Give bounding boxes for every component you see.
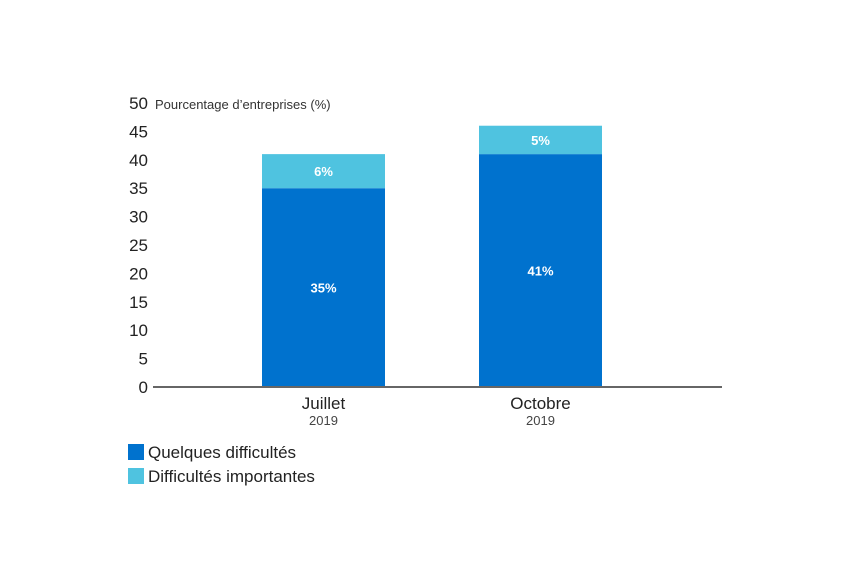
y-tick-label: 0 <box>139 378 148 397</box>
data-label: 6% <box>314 164 333 179</box>
y-tick-label: 15 <box>129 293 148 312</box>
bar-segment-difficultes-importantes <box>262 154 385 189</box>
y-tick-label: 40 <box>129 151 148 170</box>
bars: 35% 6% 41% 5% <box>262 125 602 387</box>
y-tick-label: 45 <box>129 122 148 141</box>
bar-segment-quelques-difficultes <box>262 188 385 387</box>
data-label: 35% <box>310 281 336 296</box>
y-tick-label: 10 <box>129 321 148 340</box>
x-category-sublabel: 2019 <box>526 413 555 428</box>
data-label: 41% <box>527 264 553 279</box>
y-tick-label: 35 <box>129 179 148 198</box>
bar-segment-quelques-difficultes <box>479 154 602 387</box>
legend-label: Quelques difficultés <box>148 443 296 462</box>
y-tick-label: 20 <box>129 264 148 283</box>
bar-segment-difficultes-importantes <box>479 125 602 155</box>
x-category-label: Octobre <box>510 394 570 413</box>
y-tick-label: 50 <box>129 94 148 113</box>
x-category-label: Juillet <box>302 394 346 413</box>
legend: Quelques difficultés Difficultés importan… <box>128 443 315 486</box>
y-tick-label: 25 <box>129 236 148 255</box>
x-category-sublabel: 2019 <box>309 413 338 428</box>
y-axis-ticks: 0 5 10 15 20 25 30 35 40 45 50 <box>129 94 148 397</box>
y-axis-title: Pourcentage d’entreprises (%) <box>155 97 331 112</box>
legend-swatch <box>128 468 144 484</box>
data-label: 5% <box>531 133 550 148</box>
y-tick-label: 5 <box>139 350 148 369</box>
legend-swatch <box>128 444 144 460</box>
legend-label: Difficultés importantes <box>148 467 315 486</box>
y-tick-label: 30 <box>129 208 148 227</box>
